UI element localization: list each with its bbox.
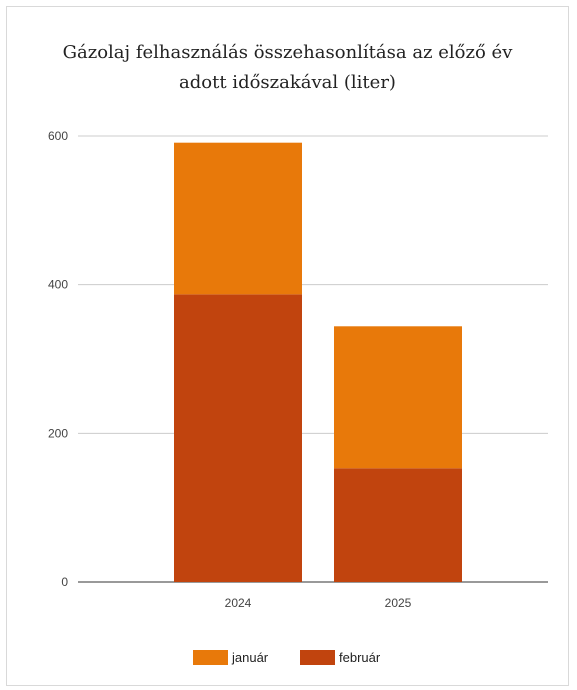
bar-2025-januar: [334, 326, 462, 469]
y-tick-label: 400: [48, 278, 68, 292]
legend-swatch: [300, 650, 335, 665]
legend-label: január: [231, 650, 269, 665]
bar-2024-februar: [174, 294, 302, 582]
legend-swatch: [193, 650, 228, 665]
x-tick-label: 2025: [385, 596, 412, 610]
chart-title: Gázolaj felhasználás összehasonlítása az…: [62, 42, 513, 93]
bar-2025-februar: [334, 468, 462, 582]
y-tick-label: 600: [48, 129, 68, 143]
y-tick-label: 0: [61, 575, 68, 589]
y-tick-label: 200: [48, 426, 68, 440]
legend-label: február: [339, 650, 381, 665]
bar-2024-januar: [174, 142, 302, 295]
x-tick-label: 2024: [225, 596, 252, 610]
